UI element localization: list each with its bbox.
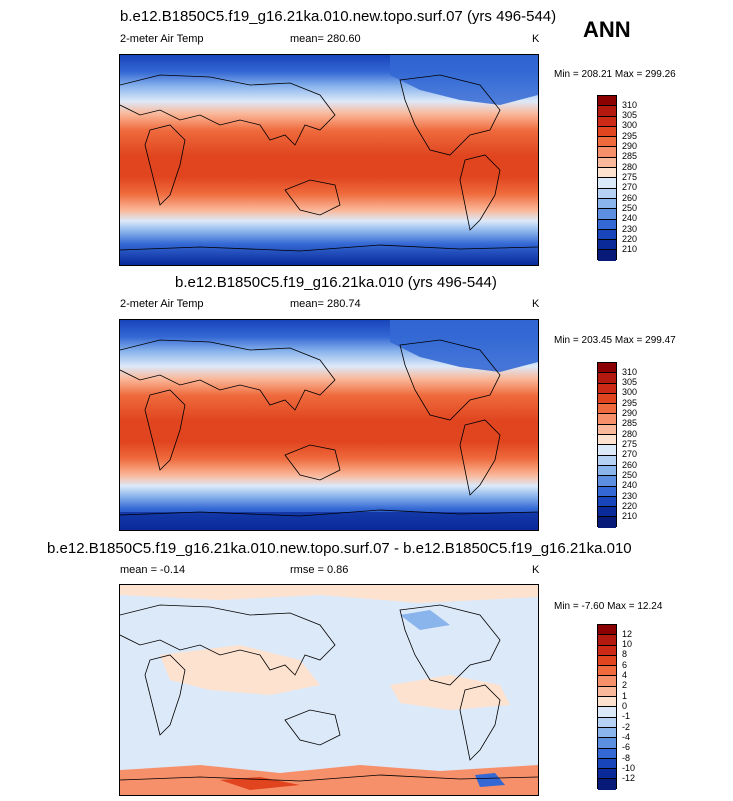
panel1-tick-label: 240 bbox=[622, 213, 638, 223]
panel2-tick-label: 305 bbox=[622, 377, 638, 387]
panel1-tick-label: 300 bbox=[622, 120, 638, 130]
panel2-tick-label: 295 bbox=[622, 398, 638, 408]
panel2-tick-label: 275 bbox=[622, 439, 638, 449]
panel3-mean-label: mean = -0.14 bbox=[120, 564, 186, 576]
panel2-coastlines bbox=[120, 339, 538, 517]
panel1-tick-label: 210 bbox=[622, 244, 638, 254]
panel1-tick-label: 270 bbox=[622, 182, 638, 192]
panel1-coastlines bbox=[120, 74, 538, 252]
panel1-title: b.e12.B1850C5.f19_g16.21ka.010.new.topo.… bbox=[120, 8, 557, 25]
panel3-tick-label: 0 bbox=[622, 701, 628, 711]
panel2-tick-label: 280 bbox=[622, 429, 638, 439]
panel3-tick-label: -1 bbox=[622, 711, 631, 721]
panel3-tick-label: 4 bbox=[622, 670, 628, 680]
panel3-minmax-label: Min = -7.60 Max = 12.24 bbox=[554, 601, 663, 612]
panel3-tick-label: -6 bbox=[622, 742, 631, 752]
panel1-tick-label: 285 bbox=[622, 151, 638, 161]
panel2-tick-label: 230 bbox=[622, 491, 638, 501]
panel3-tick-label: -10 bbox=[622, 763, 636, 773]
panel1-units-label: K bbox=[532, 33, 540, 45]
panel2-tick-label: 270 bbox=[622, 449, 638, 459]
panel1-map bbox=[119, 54, 539, 266]
panel2-variable-label: 2-meter Air Temp bbox=[120, 298, 204, 310]
panel3-tick-label: -8 bbox=[622, 753, 631, 763]
panel3-tick-label: -4 bbox=[622, 732, 631, 742]
panel2-tick-label: 260 bbox=[622, 460, 638, 470]
panel3-tick-label: 8 bbox=[622, 649, 628, 659]
panel1-tick-label: 280 bbox=[622, 162, 638, 172]
panel3-rmse-label: rmse = 0.86 bbox=[290, 564, 349, 576]
panel3-coastlines bbox=[120, 604, 538, 782]
panel1-mean-label: mean= 280.60 bbox=[290, 33, 361, 45]
panel1-tick-label: 295 bbox=[622, 131, 638, 141]
panel2-colorbar bbox=[597, 362, 617, 528]
panel3-tick-label: 10 bbox=[622, 639, 633, 649]
panel2-map bbox=[119, 319, 539, 531]
panel2-title: b.e12.B1850C5.f19_g16.21ka.010 (yrs 496-… bbox=[175, 274, 497, 291]
panel1-tick-label: 305 bbox=[622, 110, 638, 120]
panel1-tick-label: 230 bbox=[622, 224, 638, 234]
panel2-mean-label: mean= 280.74 bbox=[290, 298, 361, 310]
panel1-tick-label: 260 bbox=[622, 193, 638, 203]
panel2-tick-label: 310 bbox=[622, 367, 638, 377]
panel3-map bbox=[119, 584, 539, 796]
panel2-units-label: K bbox=[532, 298, 540, 310]
panel2-tick-label: 210 bbox=[622, 511, 638, 521]
panel2-tick-label: 285 bbox=[622, 418, 638, 428]
panel1-tick-label: 250 bbox=[622, 203, 638, 213]
panel1-minmax-label: Min = 208.21 Max = 299.26 bbox=[554, 69, 676, 80]
panel3-units-label: K bbox=[532, 564, 540, 576]
panel1-tick-label: 275 bbox=[622, 172, 638, 182]
panel1-variable-label: 2-meter Air Temp bbox=[120, 33, 204, 45]
panel1-colorbar bbox=[597, 95, 617, 261]
panel3-tick-label: 1 bbox=[622, 691, 628, 701]
panel3-title: b.e12.B1850C5.f19_g16.21ka.010.new.topo.… bbox=[47, 540, 632, 557]
panel2-tick-label: 250 bbox=[622, 470, 638, 480]
panel3-tick-label: -2 bbox=[622, 722, 631, 732]
panel1-tick-label: 220 bbox=[622, 234, 638, 244]
panel2-tick-label: 240 bbox=[622, 480, 638, 490]
panel2-tick-label: 300 bbox=[622, 387, 638, 397]
panel2-minmax-label: Min = 203.45 Max = 299.47 bbox=[554, 335, 676, 346]
panel3-colorbar bbox=[597, 624, 617, 790]
panel1-tick-label: 290 bbox=[622, 141, 638, 151]
panel1-tick-label: 310 bbox=[622, 100, 638, 110]
panel3-tick-label: 2 bbox=[622, 680, 628, 690]
season-label: ANN bbox=[583, 17, 631, 42]
panel2-tick-label: 220 bbox=[622, 501, 638, 511]
panel3-tick-label: 6 bbox=[622, 660, 628, 670]
panel3-tick-label: 12 bbox=[622, 629, 633, 639]
panel3-tick-label: -12 bbox=[622, 773, 636, 783]
panel2-tick-label: 290 bbox=[622, 408, 638, 418]
